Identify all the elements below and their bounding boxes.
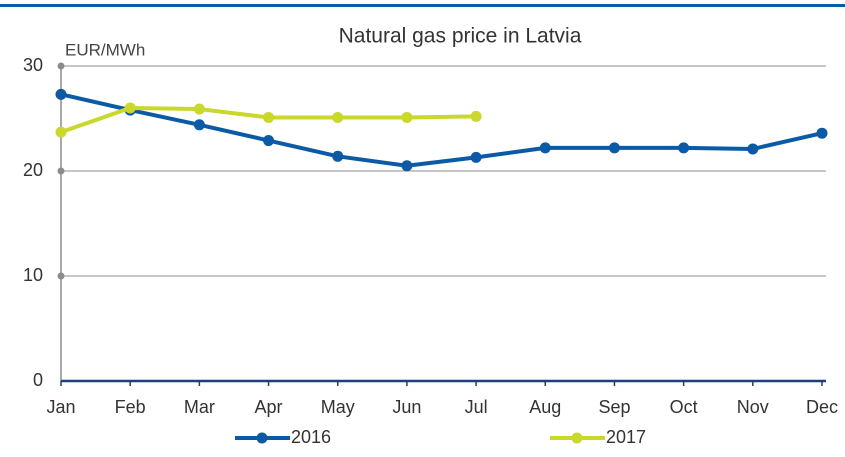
legend-marker (571, 432, 583, 444)
top-rule (0, 4, 845, 7)
x-tick-label: Nov (737, 397, 769, 417)
point (401, 111, 413, 123)
point (470, 110, 482, 122)
point (608, 142, 620, 154)
point (55, 126, 67, 138)
point (263, 135, 275, 147)
y-tick-dot (57, 62, 65, 70)
point (55, 88, 67, 100)
y-tick-label: 20 (23, 160, 43, 180)
series-line (60, 92, 823, 168)
legend-label: 2016 (291, 427, 331, 447)
y-axis-label: EUR/MWh (65, 40, 145, 59)
x-tick-label: Dec (806, 397, 838, 417)
x-tick-label: Apr (255, 397, 283, 417)
point (332, 111, 344, 123)
point (816, 127, 828, 139)
point (747, 143, 759, 155)
x-tick-label: Jul (465, 397, 488, 417)
point (193, 103, 205, 115)
point (332, 150, 344, 162)
point (678, 142, 690, 154)
y-tick-dot (57, 272, 65, 280)
x-tick-label: Aug (529, 397, 561, 417)
x-tick-label: Sep (598, 397, 630, 417)
legend-label: 2017 (606, 427, 646, 447)
x-tick-label: May (321, 397, 355, 417)
point (401, 160, 413, 172)
x-tick-label: Feb (115, 397, 146, 417)
point (263, 111, 275, 123)
point (470, 151, 482, 163)
x-tick-label: Jan (46, 397, 75, 417)
y-tick-dot (57, 167, 65, 175)
x-tick-label: Oct (670, 397, 698, 417)
x-tick-label: Jun (392, 397, 421, 417)
y-tick-label: 30 (23, 55, 43, 75)
chart-title: Natural gas price in Latvia (339, 25, 582, 48)
point (539, 142, 551, 154)
legend-marker (256, 432, 268, 444)
point (193, 119, 205, 131)
point (124, 102, 136, 114)
x-tick-label: Mar (184, 397, 215, 417)
y-tick-label: 10 (23, 265, 43, 285)
y-tick-label: 0 (33, 370, 43, 390)
